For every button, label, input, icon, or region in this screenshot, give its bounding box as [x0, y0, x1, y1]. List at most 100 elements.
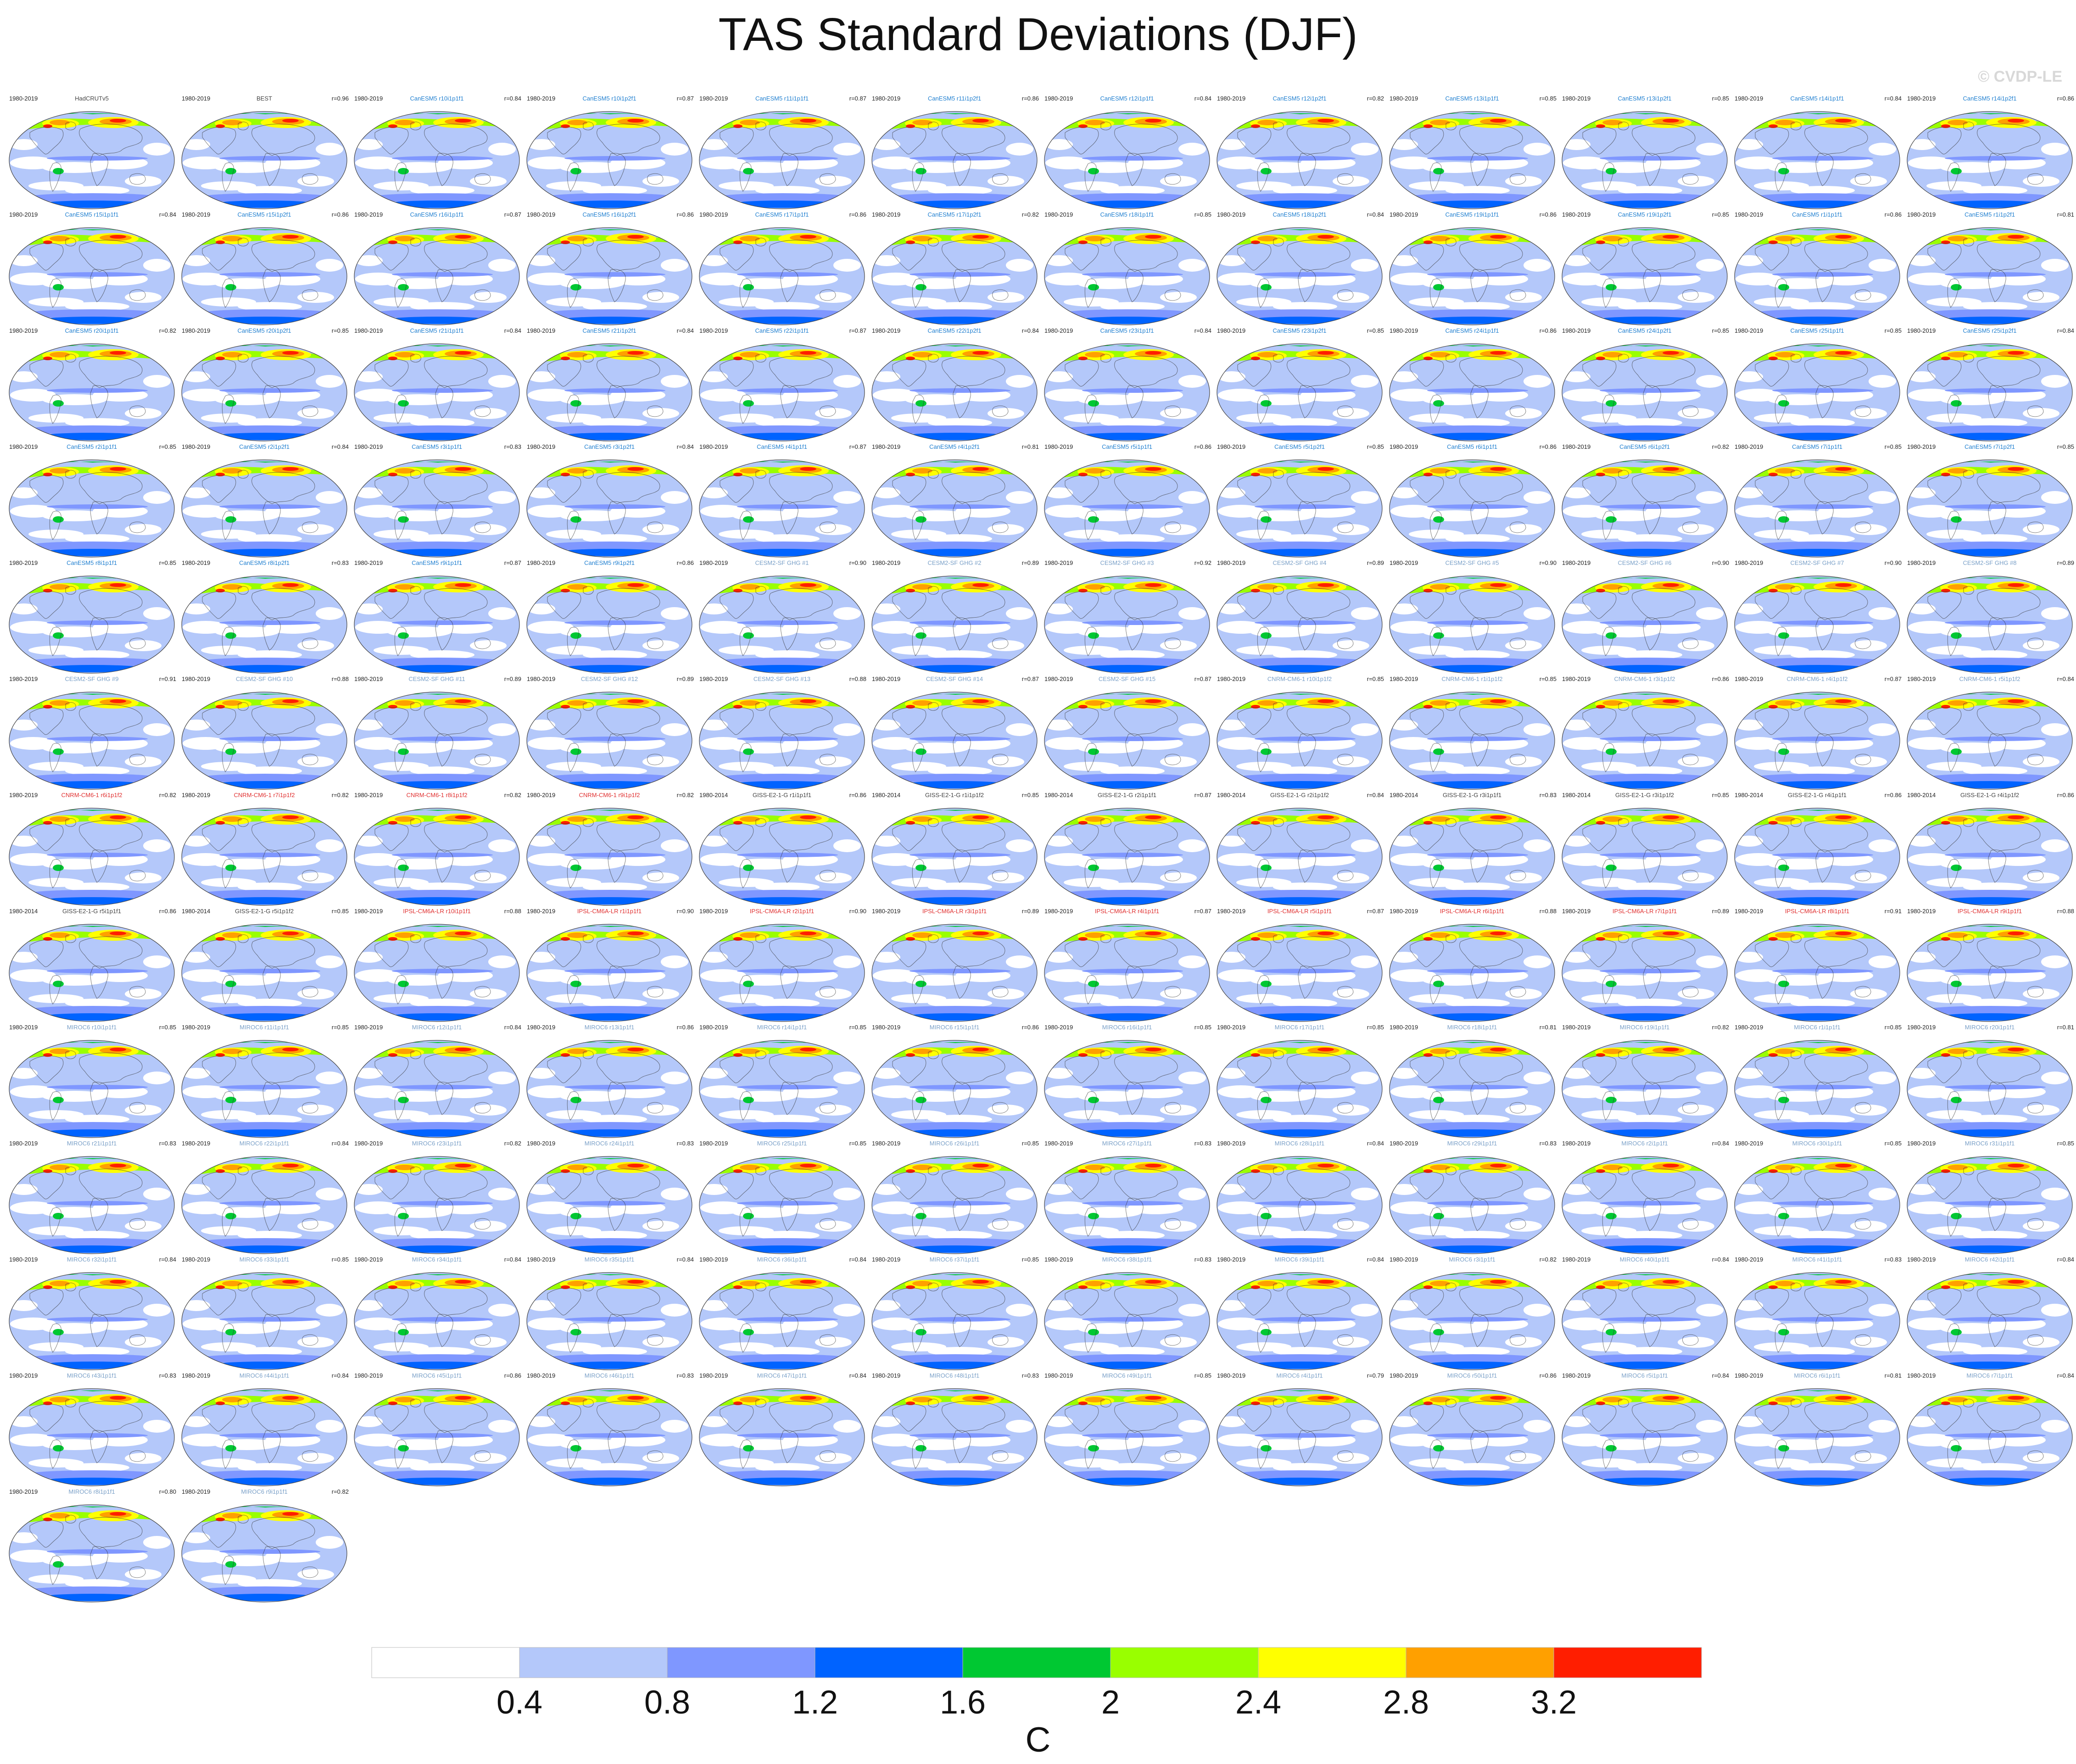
panel-title: CanESM5 r1i1p1f1	[1792, 211, 1842, 218]
map-svg	[1389, 111, 1555, 209]
panel-correlation: r=0.84	[331, 443, 349, 450]
map-panel: 1980-2019 MIROC6 r48i1p1f1 r=0.83	[868, 1371, 1041, 1487]
panel-correlation: r=0.83	[1539, 792, 1557, 798]
panel-title: IPSL-CM6A-LR r4i1p1f1	[1094, 908, 1160, 915]
panel-period: 1980-2019	[1217, 1256, 1246, 1263]
map-svg	[1044, 924, 1210, 1022]
panel-correlation: r=0.86	[849, 211, 866, 218]
panel-period: 1980-2019	[1735, 1372, 1763, 1379]
map-panel: 1980-2019 IPSL-CM6A-LR r8i1p1f1 r=0.91	[1731, 907, 1903, 1022]
panel-correlation: r=0.81	[2057, 1024, 2074, 1031]
map-svg	[871, 575, 1038, 674]
panel-title: CanESM5 r25i1p2f1	[1963, 327, 2017, 334]
panel-correlation: r=0.79	[1367, 1372, 1384, 1379]
map-panel: 1980-2019 MIROC6 r1i1p1f1 r=0.85	[1731, 1023, 1903, 1139]
panel-title: GISS-E2-1-G r1i1p1f1	[753, 792, 811, 798]
panel-title: CanESM5 r3i1p2f1	[584, 443, 635, 450]
panel-title: CanESM5 r23i1p2f1	[1272, 327, 1327, 334]
panel-correlation: r=0.86	[1539, 327, 1557, 334]
map-svg	[1562, 111, 1728, 209]
panel-correlation: r=0.89	[2057, 559, 2074, 566]
panel-period: 1980-2019	[1217, 327, 1246, 334]
panel-correlation: r=0.84	[1884, 95, 1902, 102]
panel-title: MIROC6 r14i1p1f1	[757, 1024, 807, 1031]
panel-period: 1980-2019	[354, 675, 383, 682]
panel-title: GISS-E2-1-G r4i1p1f2	[1960, 792, 2019, 798]
map-panel: 1980-2019 MIROC6 r31i1p1f1 r=0.85	[1903, 1139, 2076, 1255]
panel-period: 1980-2019	[1044, 443, 1073, 450]
panel-title: CanESM5 r18i1p2f1	[1272, 211, 1327, 218]
map-panel: 1980-2019 MIROC6 r7i1p1f1 r=0.84	[1903, 1371, 2076, 1487]
map-svg	[1389, 1040, 1555, 1138]
map-svg	[1389, 924, 1555, 1022]
map-panel: 1980-2019 CanESM5 r16i1p1f1 r=0.87	[351, 210, 523, 326]
panel-correlation: r=0.85	[1884, 1140, 1902, 1147]
map-svg	[1562, 924, 1728, 1022]
map-svg	[1389, 1156, 1555, 1254]
panel-correlation: r=0.86	[1194, 443, 1211, 450]
map-svg	[699, 343, 865, 441]
map-svg	[1389, 575, 1555, 674]
map-svg	[699, 575, 865, 674]
panel-title: MIROC6 r8i1p1f1	[68, 1488, 115, 1495]
map-svg	[9, 1504, 175, 1602]
map-panel: 1980-2019 CanESM5 r10i1p2f1 r=0.87	[523, 94, 696, 210]
map-panel: 1980-2019 CanESM5 r14i1p2f1 r=0.86	[1903, 94, 2076, 210]
map-svg	[699, 1272, 865, 1370]
map-svg	[526, 808, 692, 906]
map-svg	[526, 692, 692, 790]
map-svg	[9, 1388, 175, 1486]
panel-period: 1980-2019	[527, 1024, 556, 1031]
map-svg	[526, 343, 692, 441]
panel-period: 1980-2019	[354, 908, 383, 915]
map-svg	[699, 692, 865, 790]
map-panel: 1980-2019 MIROC6 r20i1p1f1 r=0.81	[1903, 1023, 2076, 1139]
panel-period: 1980-2014	[872, 792, 901, 798]
panel-period: 1980-2019	[872, 95, 901, 102]
panel-correlation: r=0.84	[1021, 327, 1039, 334]
colorbar-tick-label: 0.8	[644, 1684, 690, 1721]
panel-period: 1980-2019	[354, 1140, 383, 1147]
panel-title: GISS-E2-1-G r4i1p1f1	[1788, 792, 1847, 798]
map-svg	[9, 111, 175, 209]
panel-period: 1980-2019	[9, 1140, 38, 1147]
panel-period: 1980-2019	[527, 1140, 556, 1147]
map-panel: 1980-2019 CanESM5 r20i1p2f1 r=0.85	[178, 326, 351, 442]
panel-period: 1980-2019	[699, 1256, 728, 1263]
map-svg	[1389, 227, 1555, 325]
page-title: TAS Standard Deviations (DJF)	[718, 9, 1358, 60]
panel-title: IPSL-CM6A-LR r10i1p1f1	[403, 908, 471, 915]
panel-period: 1980-2014	[699, 792, 728, 798]
map-svg	[1734, 924, 1900, 1022]
panel-title: CanESM5 r13i1p2f1	[1618, 95, 1672, 102]
map-panel: 1980-2019 IPSL-CM6A-LR r6i1p1f1 r=0.88	[1386, 907, 1558, 1022]
map-svg	[699, 808, 865, 906]
panel-period: 1980-2014	[1044, 792, 1073, 798]
map-svg	[871, 1040, 1038, 1138]
panel-correlation: r=0.86	[1884, 211, 1902, 218]
panel-period: 1980-2019	[182, 792, 211, 798]
colorbar-tick-label: 2.4	[1235, 1684, 1281, 1721]
panel-title: CanESM5 r17i1p1f1	[755, 211, 809, 218]
map-panel: 1980-2019 MIROC6 r35i1p1f1 r=0.84	[523, 1255, 696, 1371]
panel-title: MIROC6 r33i1p1f1	[239, 1256, 290, 1263]
map-panel: 1980-2019 CanESM5 r6i1p1f1 r=0.86	[1386, 442, 1558, 558]
panel-correlation: r=0.84	[331, 1140, 349, 1147]
panel-correlation: r=0.88	[504, 908, 521, 915]
panel-period: 1980-2019	[1907, 1372, 1936, 1379]
panel-title: CanESM5 r6i1p2f1	[1619, 443, 1670, 450]
panel-correlation: r=0.89	[676, 675, 694, 682]
panel-period: 1980-2019	[1217, 95, 1246, 102]
panel-correlation: r=0.88	[1539, 908, 1557, 915]
panel-period: 1980-2019	[182, 211, 211, 218]
map-svg	[1907, 1272, 2073, 1370]
panel-title: CanESM5 r20i1p2f1	[237, 327, 291, 334]
map-panel: 1980-2019 CanESM5 r8i1p2f1 r=0.83	[178, 558, 351, 674]
colorbar-tick-label: 3.2	[1531, 1684, 1577, 1721]
panel-period: 1980-2019	[1044, 908, 1073, 915]
panel-period: 1980-2019	[354, 559, 383, 566]
map-svg	[1217, 1040, 1383, 1138]
panel-title: HadCRUTv5	[75, 95, 109, 102]
panel-correlation: r=0.91	[159, 675, 176, 682]
map-svg	[1734, 1040, 1900, 1138]
